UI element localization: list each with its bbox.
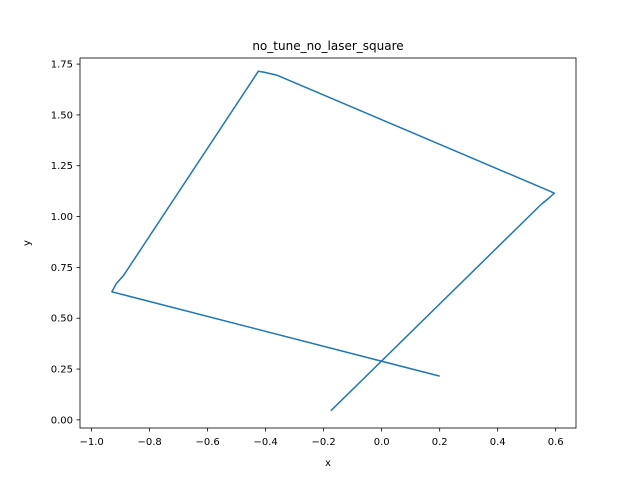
y-tick-label: 0.00: [51, 415, 73, 426]
y-tick-label: 1.25: [51, 161, 73, 172]
x-tick-label: 0.4: [490, 437, 506, 448]
y-axis-label: y: [22, 240, 33, 246]
series-layer: [111, 70, 555, 412]
y-tick-label: 1.00: [51, 212, 73, 223]
x-tick-label: −0.8: [137, 437, 161, 448]
x-tick-label: −1.0: [79, 437, 103, 448]
y-tick-label: 1.50: [51, 110, 73, 121]
x-tick-label: 0.2: [432, 437, 448, 448]
y-axis-ticks: 0.00 0.25 0.50 0.75 1.00 1.25 1.50 1.75: [51, 60, 80, 426]
x-axis-label: x: [325, 458, 331, 469]
x-tick-label: −0.6: [195, 437, 219, 448]
y-tick-label: 1.75: [51, 60, 73, 71]
plot-area: [79, 57, 577, 429]
y-tick-label: 0.25: [51, 365, 73, 376]
y-tick-label: 0.50: [51, 314, 73, 325]
x-tick-label: −0.2: [312, 437, 336, 448]
chart-title: no_tune_no_laser_square: [252, 39, 403, 53]
x-tick-label: −0.4: [253, 437, 277, 448]
series-line: [111, 70, 555, 412]
y-tick-label: 0.75: [51, 263, 73, 274]
x-tick-label: 0.0: [374, 437, 390, 448]
x-tick-label: 0.6: [548, 437, 564, 448]
x-axis-ticks: −1.0 −0.8 −0.6 −0.4 −0.2 0.0 0.2 0.4 0.6: [79, 428, 564, 448]
